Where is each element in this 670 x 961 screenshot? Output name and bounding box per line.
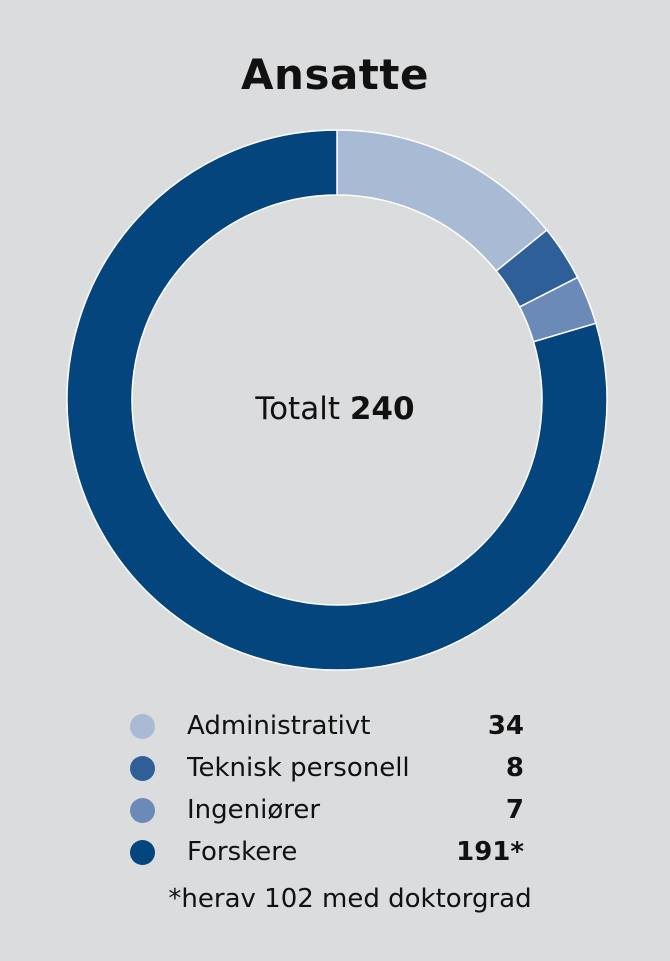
footnote: *herav 102 med doktorgrad bbox=[168, 884, 532, 914]
legend-label: Administrativt bbox=[187, 711, 371, 741]
slice-administrativt bbox=[336, 129, 548, 273]
legend-item-ingeni-rer: Ingeniører 7 bbox=[130, 789, 530, 831]
legend-swatch bbox=[130, 839, 155, 865]
legend-swatch bbox=[130, 713, 155, 739]
donut-slices bbox=[66, 129, 608, 671]
legend-item-forskere: Forskere 191* bbox=[130, 831, 530, 873]
legend-label: Ingeniører bbox=[187, 795, 321, 825]
legend-item-teknisk-personell: Teknisk personell 8 bbox=[130, 747, 530, 789]
legend-label: Teknisk personell bbox=[187, 753, 410, 783]
total-prefix: Totalt bbox=[255, 391, 340, 427]
legend-value: 7 bbox=[505, 795, 524, 825]
legend-item-administrativt: Administrativt 34 bbox=[130, 705, 530, 747]
chart-title: Ansatte bbox=[241, 50, 429, 99]
legend-swatch bbox=[130, 797, 155, 823]
total-label: Totalt 240 bbox=[0, 391, 670, 427]
legend-value: 34 bbox=[487, 711, 524, 741]
legend-value: 191* bbox=[456, 837, 524, 867]
total-value: 240 bbox=[349, 391, 415, 427]
legend-value: 8 bbox=[505, 753, 524, 783]
legend-label: Forskere bbox=[187, 837, 298, 867]
legend: Administrativt 34 Teknisk personell 8 Ingeni… bbox=[130, 705, 530, 873]
slice-forskere bbox=[66, 129, 608, 671]
legend-swatch bbox=[130, 755, 155, 781]
